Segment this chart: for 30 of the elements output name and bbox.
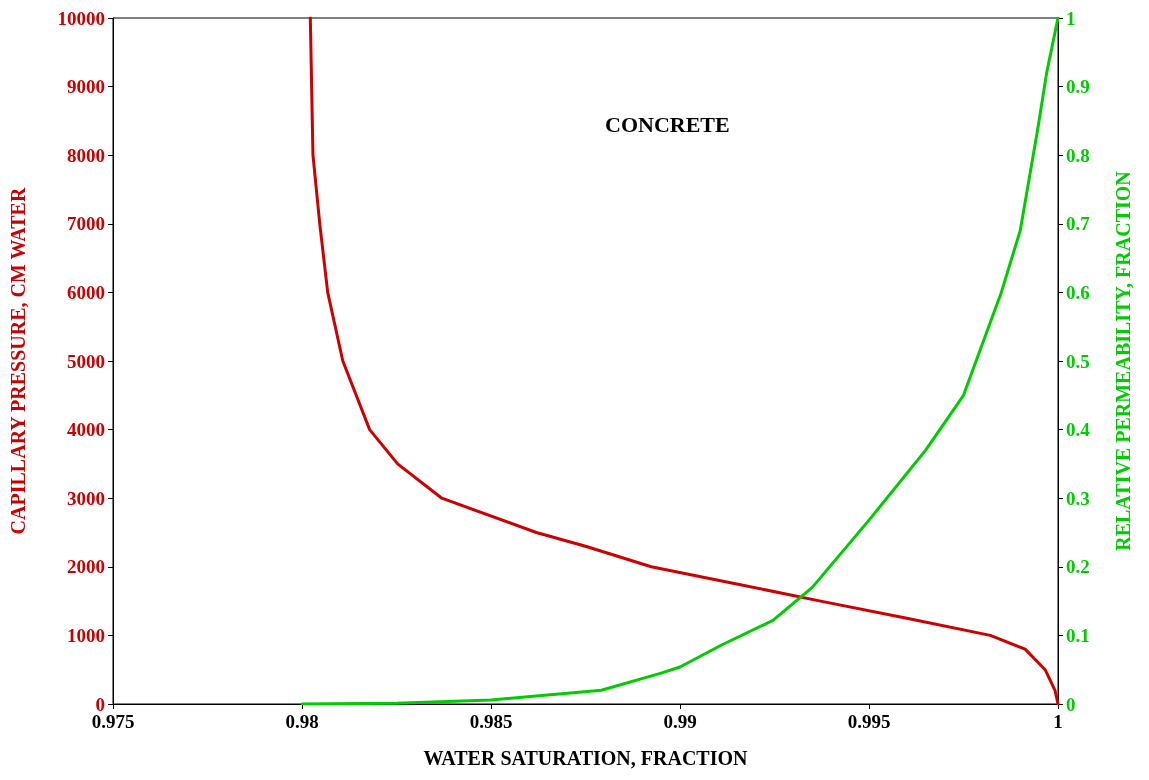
- y-tick-label: 9000: [67, 76, 105, 98]
- y2-tick-label: 0.9: [1066, 76, 1090, 98]
- y-tick-label: 8000: [67, 144, 105, 166]
- y2-tick-label: 0.5: [1066, 350, 1090, 372]
- y2-tick-label: 1: [1066, 7, 1076, 29]
- x-tick-label: 0.985: [469, 711, 513, 732]
- y2-axis-title: RELATIVE PERMEABILITY, FRACTION: [1112, 170, 1134, 551]
- y-tick-label: 7000: [67, 213, 105, 235]
- y2-tick-label: 0: [1066, 693, 1076, 715]
- y2-tick-label: 0.2: [1066, 556, 1090, 578]
- x-tick-label: 0.99: [663, 711, 697, 732]
- x-axis-title: WATER SATURATION, FRACTION: [423, 747, 749, 769]
- text: CONCRETE: [605, 111, 730, 137]
- y-tick-label: 3000: [67, 487, 105, 509]
- y-tick-label: 4000: [67, 419, 105, 441]
- y-tick-label: 5000: [67, 350, 105, 372]
- y-axis-title: CAPILLARY PRESSURE, CM WATER: [7, 187, 29, 535]
- x-tick-label: 0.995: [847, 711, 891, 732]
- y2-tick-label: 0.3: [1066, 487, 1090, 509]
- y-tick-label: 10000: [57, 7, 105, 29]
- x-tick-label: 1: [1053, 711, 1063, 732]
- y2-tick-label: 0.1: [1066, 624, 1090, 646]
- y2-tick-label: 0.4: [1066, 419, 1091, 441]
- y2-tick-label: 0.8: [1066, 144, 1090, 166]
- y2-tick-label: 0.6: [1066, 281, 1090, 303]
- y-tick-label: 6000: [67, 281, 105, 303]
- x-tick-label: 0.98: [285, 711, 319, 732]
- y-tick-label: 2000: [67, 556, 105, 578]
- y-tick-label: 1000: [67, 624, 105, 646]
- y2-tick-label: 0.7: [1066, 213, 1091, 235]
